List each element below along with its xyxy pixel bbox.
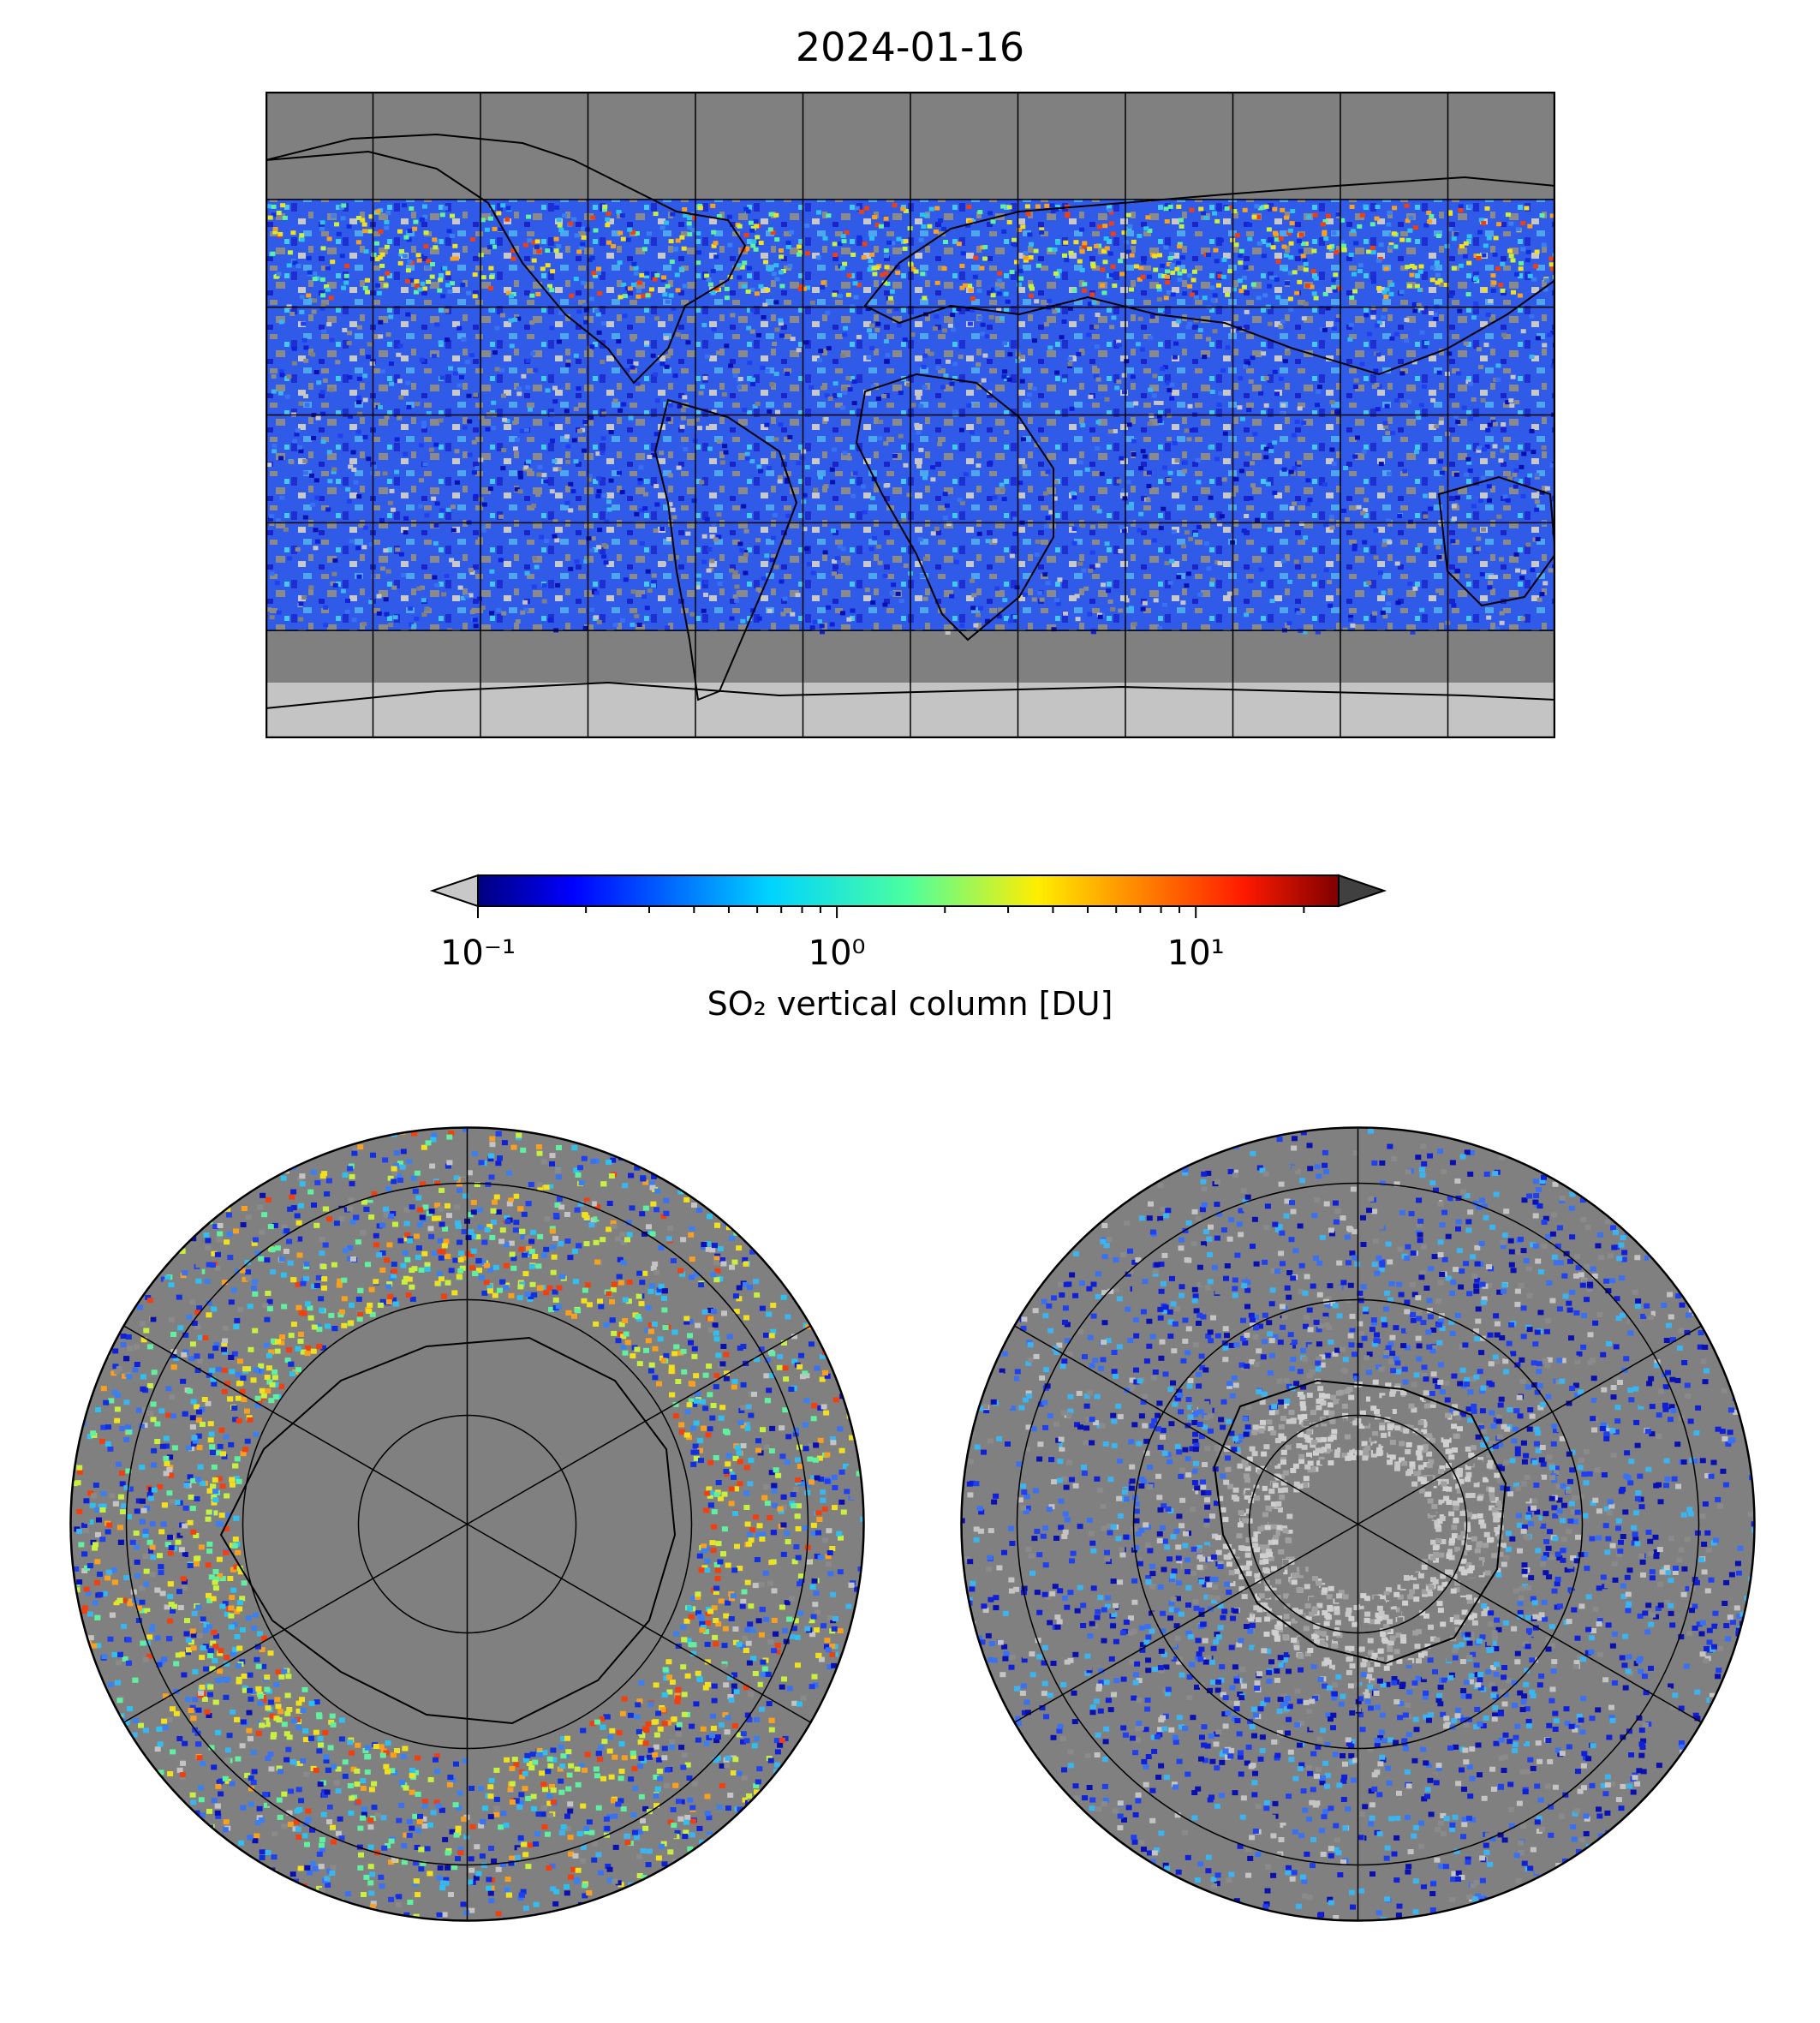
coastline-4 bbox=[1437, 475, 1555, 607]
south-polar-map bbox=[960, 1126, 1756, 1922]
colorbar-tick-label: 10¹ bbox=[1167, 934, 1225, 973]
global-map-border bbox=[266, 92, 1555, 738]
figure-title: 2024-01-16 bbox=[795, 24, 1025, 70]
coastline-0 bbox=[266, 133, 747, 385]
south-polar-gridlines bbox=[1014, 1127, 1702, 1921]
north-polar-border bbox=[69, 1126, 865, 1922]
global-coastlines bbox=[266, 133, 1555, 709]
coastline-2 bbox=[855, 373, 1054, 642]
colorbar-ticks bbox=[477, 906, 1305, 918]
colorbar-tick-label: 10⁰ bbox=[808, 934, 866, 973]
colorbar-under-extension bbox=[429, 874, 479, 908]
north-polar-map bbox=[69, 1126, 865, 1922]
coastline-3 bbox=[863, 176, 1555, 376]
north-polar-gridlines bbox=[123, 1127, 811, 1921]
global-map bbox=[266, 92, 1555, 738]
colorbar-gradient bbox=[477, 874, 1340, 907]
colorbar-tick-label: 10⁻¹ bbox=[439, 934, 516, 973]
global-gridlines bbox=[266, 92, 1555, 738]
south-polar-border bbox=[960, 1126, 1756, 1922]
colorbar-label: SO₂ vertical column [DU] bbox=[707, 985, 1113, 1023]
arctic-coastline bbox=[219, 1336, 677, 1725]
colorbar bbox=[429, 874, 1387, 918]
coastline-5 bbox=[266, 681, 1555, 709]
global-high-lat-band bbox=[266, 203, 1555, 301]
colorbar-over-extension bbox=[1338, 874, 1387, 908]
antarctica-coastline bbox=[1213, 1379, 1507, 1665]
